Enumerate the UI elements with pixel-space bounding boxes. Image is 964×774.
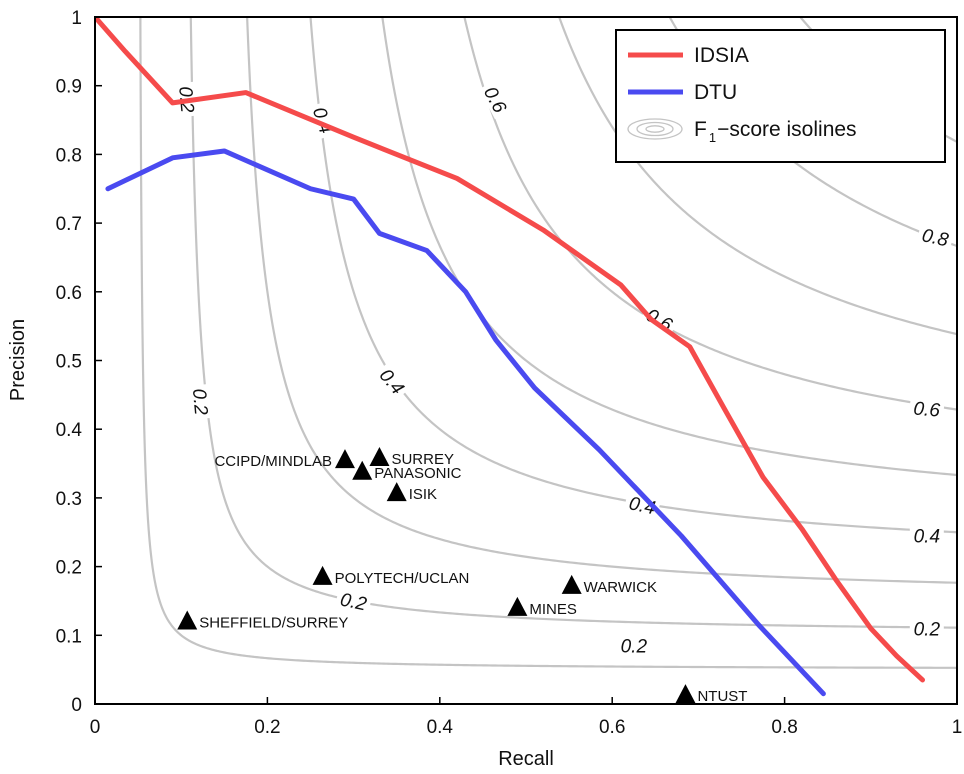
method-label: POLYTECH/UCLAN — [335, 570, 470, 587]
legend-box — [615, 29, 946, 163]
isoline-label-bg — [334, 585, 373, 615]
method-marker — [561, 574, 582, 594]
y-tick-label: 0.1 — [56, 626, 82, 647]
isoline-label: 0.2 — [188, 383, 215, 420]
isoline-label-bg — [916, 221, 955, 251]
isoline-label-bg — [189, 383, 215, 420]
legend-label-isolines: F 1−score isolines — [694, 118, 857, 145]
isoline-label: 0.6 — [908, 395, 945, 422]
isoline-label-bg — [623, 489, 662, 519]
isoline-label-bg — [616, 633, 651, 656]
isoline-label-bg — [478, 78, 515, 120]
x-tick-label: 0.8 — [771, 717, 797, 738]
f1-isoline — [246, 17, 957, 584]
method-label: CCIPD/MINDLAB — [214, 453, 332, 470]
method-marker — [675, 684, 696, 704]
y-axis-ticks: 0 0.1 0.2 0.3 0.4 0.5 0.6 0.7 0.8 0.9 1 — [56, 8, 102, 716]
method-label: SHEFFIELD/SURREY — [199, 615, 348, 632]
method-label: SURREY — [391, 451, 454, 468]
method-label: PANASONIC — [374, 465, 461, 482]
isoline-label-text: 0.8 — [920, 225, 951, 251]
f1-isoline — [309, 17, 957, 534]
f1-isoline — [139, 17, 957, 669]
isoline-label: 0.8 — [916, 221, 955, 251]
legend-isoline-swatch — [627, 118, 683, 140]
y-tick-label: 0.2 — [56, 558, 82, 579]
isoline-label-bg — [908, 395, 945, 421]
x-tick-label: 0.2 — [254, 717, 280, 738]
y-axis-label: Precision — [7, 319, 29, 401]
isoline-label-text: 0.2 — [914, 619, 941, 640]
y-tick-label: 0.7 — [56, 214, 82, 235]
isoline-label-text: 0.2 — [621, 637, 648, 658]
method-label: NTUST — [697, 688, 747, 705]
f1-isoline — [557, 17, 957, 336]
isoline-label-bg — [373, 360, 413, 401]
method-label: WARWICK — [584, 579, 657, 596]
x-tick-label: 0.6 — [599, 717, 625, 738]
isoline-label-text: 0.4 — [914, 527, 940, 548]
legend-label-dtu: DTU — [694, 81, 737, 104]
method-marker — [312, 565, 333, 585]
isoline-label-text: 0.2 — [188, 388, 211, 417]
x-tick-label: 0.4 — [427, 717, 454, 738]
y-tick-label: 0.8 — [56, 145, 82, 166]
y-tick-label: 0.6 — [56, 283, 82, 304]
isoline-label-bg — [639, 300, 681, 337]
y-tick-label: 0.9 — [56, 77, 82, 98]
method-marker — [507, 596, 528, 616]
isoline-label-text: 0.2 — [338, 589, 369, 615]
y-tick-label: 0.3 — [56, 489, 82, 510]
f1-isoline-labels: 0.20.40.60.80.60.60.20.40.40.40.20.20.2 — [174, 78, 955, 658]
legend: IDSIA DTU F 1−score isolines — [615, 29, 946, 163]
legend-label-idsia: IDSIA — [694, 44, 749, 67]
y-tick-label: 0.5 — [56, 352, 82, 373]
method-marker — [352, 460, 373, 480]
isoline-label-bg — [909, 616, 944, 639]
x-tick-label: 0 — [90, 717, 101, 738]
series-line-idsia — [95, 17, 926, 683]
pr-curves — [95, 17, 926, 697]
method-label: MINES — [529, 601, 577, 618]
isoline-label: 0.2 — [909, 616, 944, 640]
x-tick-label: 1 — [952, 717, 963, 738]
method-label: ISIK — [409, 486, 437, 503]
x-axis-label: Recall — [498, 748, 554, 770]
y-tick-label: 0.4 — [56, 420, 83, 441]
method-marker — [386, 482, 407, 502]
method-marker — [369, 447, 390, 467]
method-marker — [177, 610, 198, 630]
y-tick-label: 0 — [71, 695, 82, 716]
f1-isoline — [668, 17, 957, 248]
isoline-label-text: 0.6 — [913, 398, 942, 421]
series-line-dtu — [105, 148, 826, 697]
x-axis-ticks: 0 0.2 0.4 0.6 0.8 1 — [90, 697, 963, 738]
f1-isoline — [463, 17, 957, 411]
y-tick-label: 1 — [71, 8, 82, 29]
isoline-label: 0.2 — [616, 633, 651, 658]
isoline-label-bg — [909, 523, 944, 546]
isoline-label: 0.2 — [334, 585, 373, 616]
method-marker — [334, 449, 355, 469]
isoline-label: 0.4 — [909, 523, 944, 548]
